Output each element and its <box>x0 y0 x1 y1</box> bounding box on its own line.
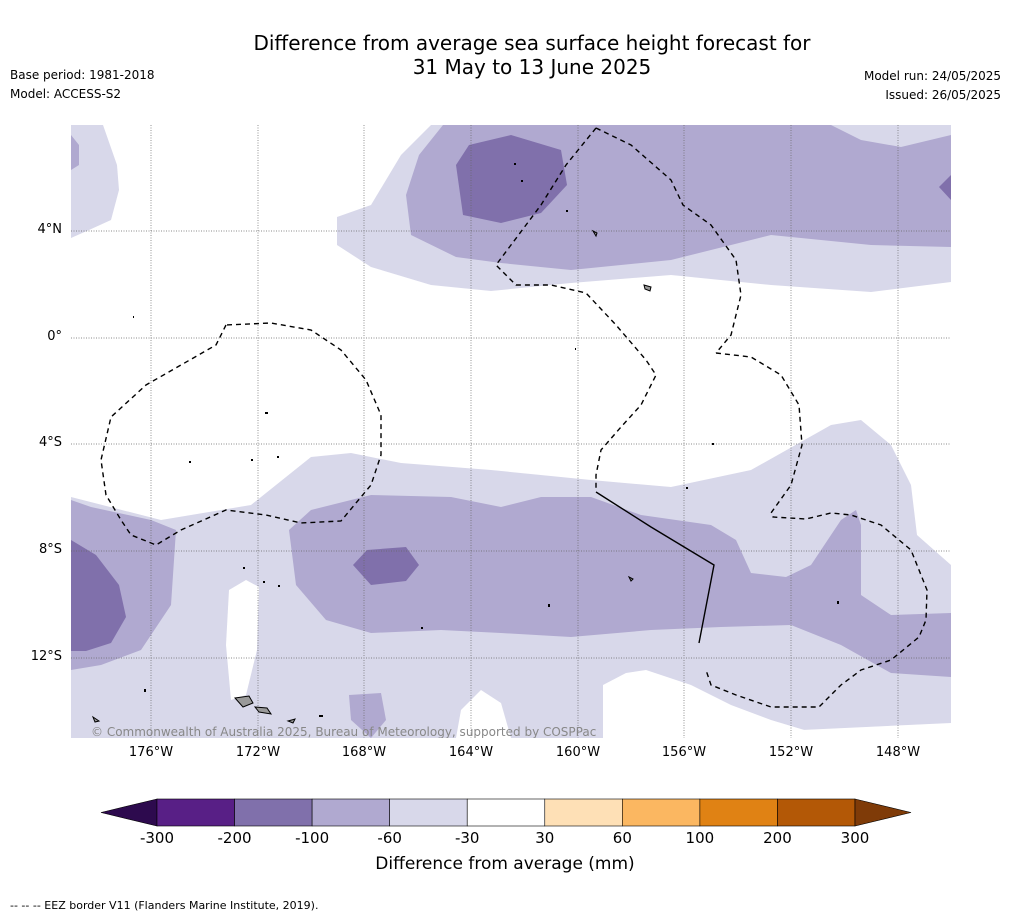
colorbar-label-0: -300 <box>139 829 175 847</box>
colorbar-label-3: -60 <box>377 829 402 847</box>
eez-solid-segment <box>595 491 715 644</box>
lon-label-176w: 176°W <box>128 745 174 760</box>
base-period-text: Base period: 1981-2018 <box>10 68 155 82</box>
title-line-1: Difference from average sea surface heig… <box>253 31 811 55</box>
contour-topright-light <box>831 125 951 147</box>
colorbar-label-8: 200 <box>763 829 792 847</box>
contour-topleft-light <box>71 125 119 238</box>
colorbar-label-4: -30 <box>454 829 480 847</box>
colorbar-label-9: 300 <box>840 829 870 847</box>
colorbar-segment-5 <box>544 798 623 827</box>
islands <box>91 229 652 724</box>
colorbar-label-1: -200 <box>217 829 252 847</box>
colorbar-over-arrow <box>854 798 912 827</box>
footer-note: -- -- -- EEZ border V11 (Flanders Marine… <box>10 899 319 912</box>
contour-south-center-dark <box>353 547 419 585</box>
colorbar-segment-1 <box>234 798 313 827</box>
colorbar-segment-8 <box>777 798 856 827</box>
contour-south-bottom-medium <box>349 693 386 738</box>
colorbar-under-arrow <box>100 798 158 827</box>
model-run-text: Model run: 24/05/2025 <box>863 69 1001 83</box>
meta-left: Base period: 1981-2018 Model: ACCESS-S2 <box>10 66 155 104</box>
meta-right: Model run: 24/05/2025 Issued: 26/05/2025 <box>864 67 1001 105</box>
colorbar-segment-4 <box>466 798 546 827</box>
colorbar-segment-6 <box>622 798 701 827</box>
colorbar-label-6: 60 <box>612 829 632 847</box>
graticule <box>71 125 951 738</box>
atolls <box>133 163 839 717</box>
contour-topleft-medium <box>71 135 79 170</box>
lon-label-168w: 168°W <box>341 745 387 760</box>
lon-label-164w: 164°W <box>448 745 494 760</box>
colorbar-segment-0 <box>156 798 235 827</box>
colorbar-label-2: -100 <box>295 829 330 847</box>
model-text: Model: ACCESS-S2 <box>10 87 122 101</box>
colorbar-label-5: 30 <box>535 829 555 847</box>
copyright-text: © Commonwealth of Australia 2025, Bureau… <box>91 725 596 738</box>
page-title: Difference from average sea surface heig… <box>232 31 832 79</box>
colorbar-segment-2 <box>311 798 390 827</box>
contour-topright-medium <box>939 175 951 200</box>
title-line-2: 31 May to 13 June 2025 <box>412 55 652 79</box>
lon-label-148w: 148°W <box>875 745 921 760</box>
map-svg: © Commonwealth of Australia 2025, Bureau… <box>71 125 951 738</box>
contour-white-gap-2 <box>456 690 511 738</box>
contour-south-west-dark <box>71 540 126 651</box>
colorbar-segment-7 <box>699 798 778 827</box>
lat-label-4s: 4°S <box>38 435 62 450</box>
issued-text: Issued: 26/05/2025 <box>885 88 1001 102</box>
colorbar-title: Difference from average (mm) <box>375 854 635 874</box>
lat-label-8s: 8°S <box>38 542 62 557</box>
lon-label-160w: 160°W <box>555 745 601 760</box>
contour-south-medium <box>71 495 951 677</box>
map-panel: © Commonwealth of Australia 2025, Bureau… <box>71 125 951 738</box>
colorbar <box>100 798 912 827</box>
lat-label-12s: 12°S <box>30 649 62 664</box>
lon-label-156w: 156°W <box>661 745 707 760</box>
colorbar-label-7: 100 <box>685 829 715 847</box>
lon-label-172w: 172°W <box>235 745 281 760</box>
contour-white-gap-3 <box>603 670 831 738</box>
contour-north-dark <box>456 135 567 223</box>
eez-borders <box>100 127 928 708</box>
lat-label-0: 0° <box>47 329 62 344</box>
contour-white-gap-1 <box>226 580 259 700</box>
lat-label-4n: 4°N <box>37 222 63 237</box>
lon-label-152w: 152°W <box>768 745 814 760</box>
colorbar-segment-3 <box>389 798 468 827</box>
